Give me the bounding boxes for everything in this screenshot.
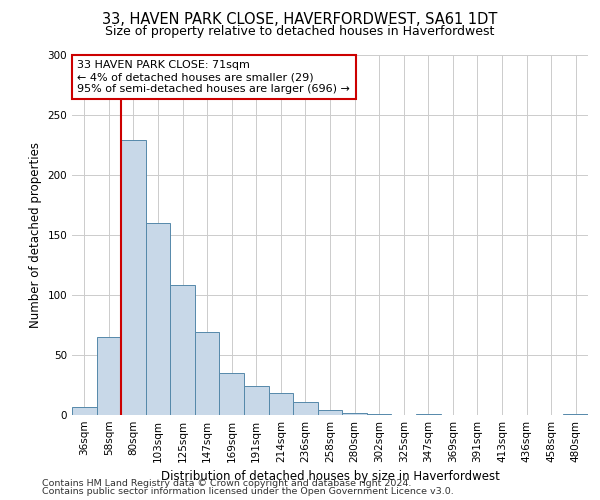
Text: Contains HM Land Registry data © Crown copyright and database right 2024.: Contains HM Land Registry data © Crown c… <box>42 478 412 488</box>
Bar <box>293 402 318 415</box>
Text: 33, HAVEN PARK CLOSE, HAVERFORDWEST, SA61 1DT: 33, HAVEN PARK CLOSE, HAVERFORDWEST, SA6… <box>103 12 497 28</box>
Bar <box>342 412 367 415</box>
Bar <box>318 410 342 415</box>
Text: Contains public sector information licensed under the Open Government Licence v3: Contains public sector information licen… <box>42 487 454 496</box>
Text: 33 HAVEN PARK CLOSE: 71sqm
← 4% of detached houses are smaller (29)
95% of semi-: 33 HAVEN PARK CLOSE: 71sqm ← 4% of detac… <box>77 60 350 94</box>
Bar <box>97 337 121 415</box>
Bar <box>269 394 293 415</box>
Bar <box>563 414 588 415</box>
Bar <box>416 414 440 415</box>
Y-axis label: Number of detached properties: Number of detached properties <box>29 142 42 328</box>
Bar <box>367 414 391 415</box>
Bar <box>170 286 195 415</box>
Bar <box>121 140 146 415</box>
X-axis label: Distribution of detached houses by size in Haverfordwest: Distribution of detached houses by size … <box>161 470 499 484</box>
Bar <box>195 332 220 415</box>
Bar <box>72 406 97 415</box>
Bar <box>146 223 170 415</box>
Bar <box>244 386 269 415</box>
Text: Size of property relative to detached houses in Haverfordwest: Size of property relative to detached ho… <box>106 25 494 38</box>
Bar <box>220 373 244 415</box>
